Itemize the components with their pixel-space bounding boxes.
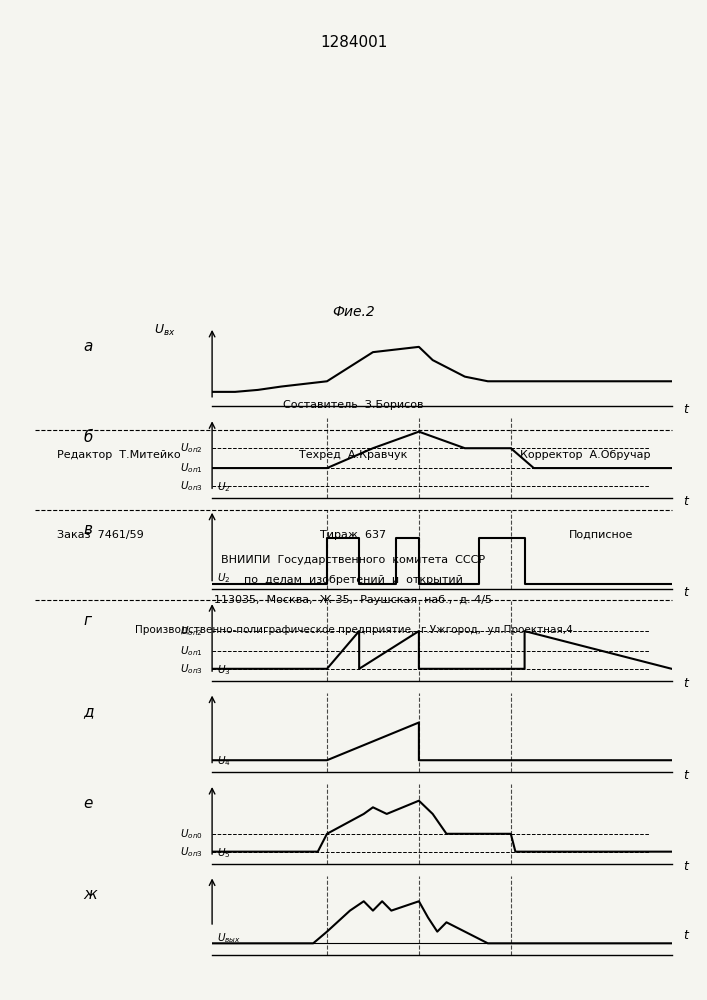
Text: ВНИИПИ  Государственного  комитета  СССР: ВНИИПИ Государственного комитета СССР: [221, 555, 486, 565]
Text: $U_{оп0}$: $U_{оп0}$: [180, 827, 203, 841]
Text: ж: ж: [83, 887, 97, 902]
Text: Техред  А.Кравчук: Техред А.Кравчук: [299, 450, 408, 460]
Text: $U_{оп1}$: $U_{оп1}$: [180, 644, 203, 658]
Text: Тираж  637: Тираж 637: [320, 530, 387, 540]
Text: $U_1 = NU_{вх}$: $U_1 = NU_{вх}$: [221, 421, 272, 435]
Text: Корректор  А.Обручар: Корректор А.Обручар: [520, 450, 650, 460]
Text: $U_{вх}$: $U_{вх}$: [154, 323, 175, 338]
Text: t: t: [683, 929, 688, 942]
Text: б: б: [83, 430, 93, 445]
Text: $U_{оп3}$: $U_{оп3}$: [180, 662, 203, 676]
Text: t: t: [683, 677, 688, 690]
Text: $U_5$: $U_5$: [216, 846, 230, 860]
Text: в: в: [83, 522, 93, 537]
Text: Подписное: Подписное: [568, 530, 633, 540]
Text: д: д: [83, 705, 94, 720]
Text: Производственно-полиграфическое предприятие,  г.Ужгород,  ул.Проектная,4: Производственно-полиграфическое предприя…: [134, 625, 573, 635]
Text: $U_3$: $U_3$: [216, 663, 230, 677]
Text: $U_{оп1}$: $U_{оп1}$: [180, 461, 203, 475]
Text: Редактор  Т.Митейко: Редактор Т.Митейко: [57, 450, 180, 460]
Text: по  делам  изобретений  и  открытий: по делам изобретений и открытий: [244, 575, 463, 585]
Text: 113035,  Москва,  Ж-35,  Раушская  наб.,  д. 4/5: 113035, Москва, Ж-35, Раушская наб., д. …: [214, 595, 493, 605]
Text: Составитель  З.Борисов: Составитель З.Борисов: [284, 400, 423, 410]
Text: t: t: [683, 586, 688, 599]
Text: Фие.2: Фие.2: [332, 305, 375, 319]
Text: $U_{оп3}$: $U_{оп3}$: [180, 845, 203, 859]
Text: е: е: [83, 796, 93, 811]
Text: t: t: [683, 769, 688, 782]
Text: $U_{оп2}$: $U_{оп2}$: [180, 441, 203, 455]
Text: 1284001: 1284001: [320, 35, 387, 50]
Text: $U_{оп2}$: $U_{оп2}$: [151, 414, 175, 428]
Text: $U_4$: $U_4$: [216, 754, 230, 768]
Text: $U_2$: $U_2$: [216, 480, 230, 494]
Text: t: t: [683, 495, 688, 508]
Text: $U_{оп2}$: $U_{оп2}$: [180, 624, 203, 638]
Text: $U_{вых}$: $U_{вых}$: [216, 932, 240, 945]
Text: t: t: [683, 403, 688, 416]
Text: $U_2$: $U_2$: [216, 572, 230, 585]
Text: Заказ  7461/59: Заказ 7461/59: [57, 530, 144, 540]
Text: t: t: [683, 860, 688, 873]
Text: а: а: [83, 339, 93, 354]
Text: г: г: [83, 613, 91, 628]
Text: $U_{оп3}$: $U_{оп3}$: [180, 479, 203, 493]
